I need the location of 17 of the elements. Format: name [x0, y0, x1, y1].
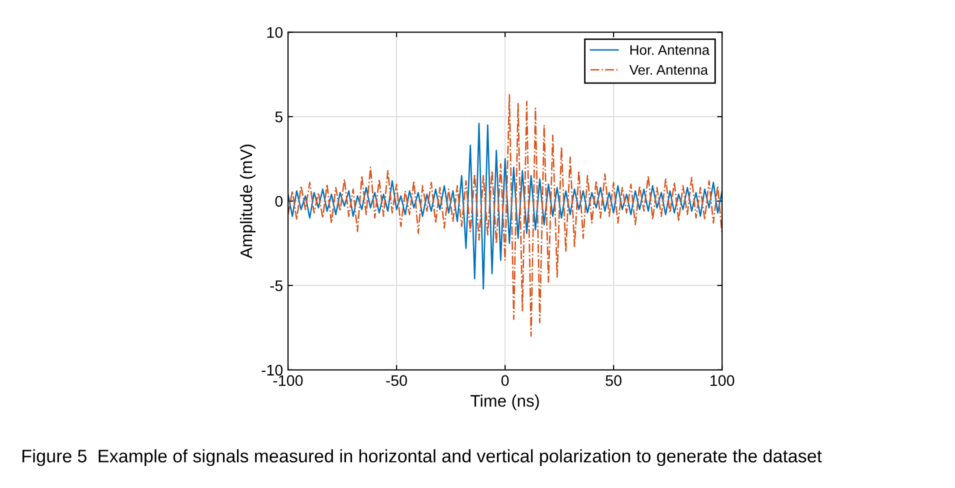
x-tick-label: 0: [501, 375, 509, 386]
y-tick-label: -5: [270, 280, 283, 292]
line-series: [288, 94, 722, 337]
legend-label: Ver. Antenna: [629, 65, 708, 75]
legend-label: Hor. Antenna: [630, 45, 710, 55]
y-axis-title: Amplitude (mV): [240, 144, 256, 258]
caption: Figure 5 Example of signals measured in horizontal and vertical polarization to generate the dataset: [22, 449, 822, 466]
y-tick-label: 5: [275, 112, 283, 122]
y-tick-label: 10: [267, 27, 283, 38]
x-tick-label: 50: [606, 375, 622, 386]
y-tick-label: -10: [262, 364, 283, 376]
x-tick-label: -50: [386, 375, 407, 386]
y-tick-label: 0: [275, 196, 283, 207]
x-axis-title: Time (ns): [470, 394, 539, 410]
x-tick-label: -100: [273, 375, 303, 386]
x-tick-label: 100: [710, 375, 734, 386]
line-series: [288, 122, 722, 290]
